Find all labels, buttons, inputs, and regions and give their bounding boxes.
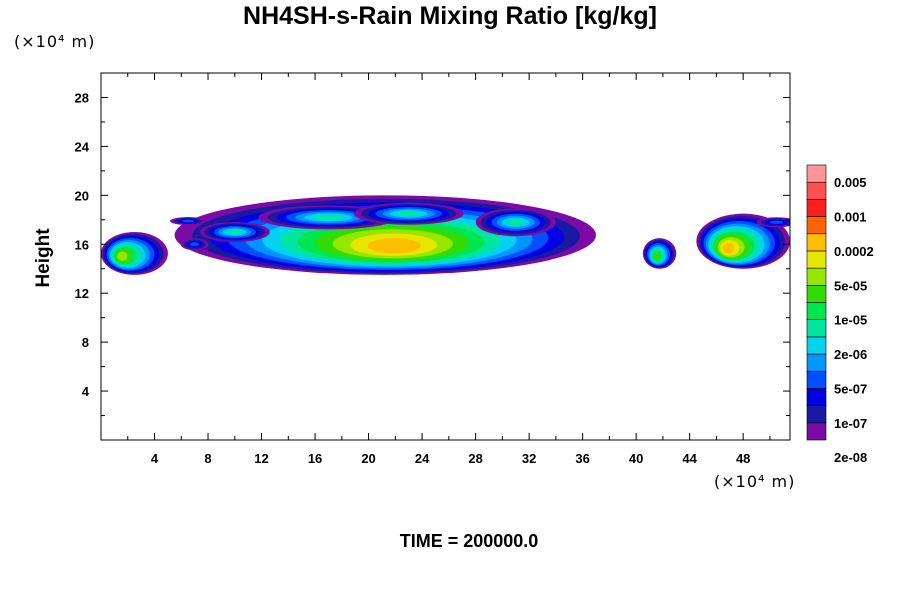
colorbar-swatch bbox=[806, 353, 827, 372]
colorbar-swatch bbox=[806, 199, 827, 217]
x-tick-label: 44 bbox=[682, 451, 697, 466]
chart-title: NH4SH-s-Rain Mixing Ratio [kg/kg] bbox=[243, 2, 657, 30]
x-tick-label: 40 bbox=[629, 451, 643, 466]
cloud-fragment-level bbox=[189, 242, 200, 247]
y-tick-label: 12 bbox=[75, 286, 89, 301]
colorbar-swatch bbox=[806, 388, 827, 406]
colorbar-swatch bbox=[806, 233, 827, 252]
x-tick-label: 36 bbox=[575, 451, 589, 466]
colorbar-swatch bbox=[806, 267, 827, 286]
colorbar-swatch bbox=[806, 319, 827, 338]
colorbar-label: 2e-06 bbox=[834, 347, 867, 362]
x-tick-label: 16 bbox=[308, 451, 322, 466]
x-axis: 4 8 12 16 20 24 28 32 36 40 44 48 bbox=[127, 73, 771, 466]
colorbar-label: 2e-08 bbox=[834, 450, 867, 465]
x-tick-label: 8 bbox=[204, 451, 211, 466]
colorbar-label: 5e-07 bbox=[834, 381, 867, 396]
y-tick-label: 20 bbox=[75, 188, 89, 203]
cloud-main-lobe-level bbox=[227, 229, 243, 235]
x-tick-label: 32 bbox=[522, 451, 536, 466]
y-tick-label: 24 bbox=[75, 139, 90, 154]
x-tick-label: 48 bbox=[736, 451, 750, 466]
colorbar-label: 1e-07 bbox=[834, 416, 867, 431]
colorbar-swatch bbox=[806, 250, 827, 269]
colorbar-swatch bbox=[806, 164, 827, 183]
cloud-left-level bbox=[117, 251, 128, 261]
y-tick-label: 28 bbox=[75, 90, 89, 105]
colorbar-label: 0.0002 bbox=[834, 244, 874, 259]
cloud-main-lobe-level bbox=[313, 214, 344, 220]
cloud-main-lobe-level bbox=[507, 219, 525, 226]
colorbar-swatch bbox=[806, 370, 827, 389]
x-tick-label: 4 bbox=[151, 451, 159, 466]
cloud-main-level bbox=[367, 238, 422, 254]
colorbar-swatch bbox=[806, 285, 827, 303]
x-axis-unit: (×10⁴ m) bbox=[714, 472, 796, 491]
cloud-mid-level bbox=[653, 252, 660, 260]
x-tick-label: 12 bbox=[254, 451, 268, 466]
x-tick-label: 24 bbox=[415, 451, 430, 466]
colorbar-swatch bbox=[806, 181, 827, 200]
colorbar-swatch bbox=[806, 336, 827, 355]
y-tick-label: 16 bbox=[75, 237, 89, 252]
cloud-main-lobe-level bbox=[397, 211, 421, 216]
cloud-right-level bbox=[722, 243, 735, 254]
colorbar-swatch bbox=[806, 302, 827, 320]
colorbar-label: 5e-05 bbox=[834, 278, 867, 293]
colorbar: 0.005 0.001 0.0002 5e-05 1e-05 2e-06 5e-07 1e-0… bbox=[806, 164, 874, 465]
cloud-fragment-level bbox=[769, 220, 784, 224]
y-axis-unit: (×10⁴ m) bbox=[14, 32, 96, 51]
contour-field bbox=[101, 195, 790, 275]
colorbar-label: 1e-05 bbox=[834, 313, 867, 328]
x-tick-label: 20 bbox=[361, 451, 375, 466]
time-footer: TIME = 200000.0 bbox=[399, 531, 539, 551]
colorbar-swatch bbox=[806, 422, 827, 441]
plot-frame bbox=[100, 72, 791, 441]
colorbar-swatch bbox=[806, 216, 827, 235]
y-tick-label: 8 bbox=[82, 335, 89, 350]
cloud-fragment-level bbox=[181, 219, 194, 223]
colorbar-swatch bbox=[806, 405, 827, 424]
y-tick-label: 4 bbox=[82, 384, 90, 399]
colorbar-label: 0.001 bbox=[834, 210, 867, 225]
x-tick-label: 28 bbox=[468, 451, 482, 466]
y-axis: 4 8 12 16 20 24 28 bbox=[75, 90, 790, 417]
colorbar-label: 0.005 bbox=[834, 175, 867, 190]
